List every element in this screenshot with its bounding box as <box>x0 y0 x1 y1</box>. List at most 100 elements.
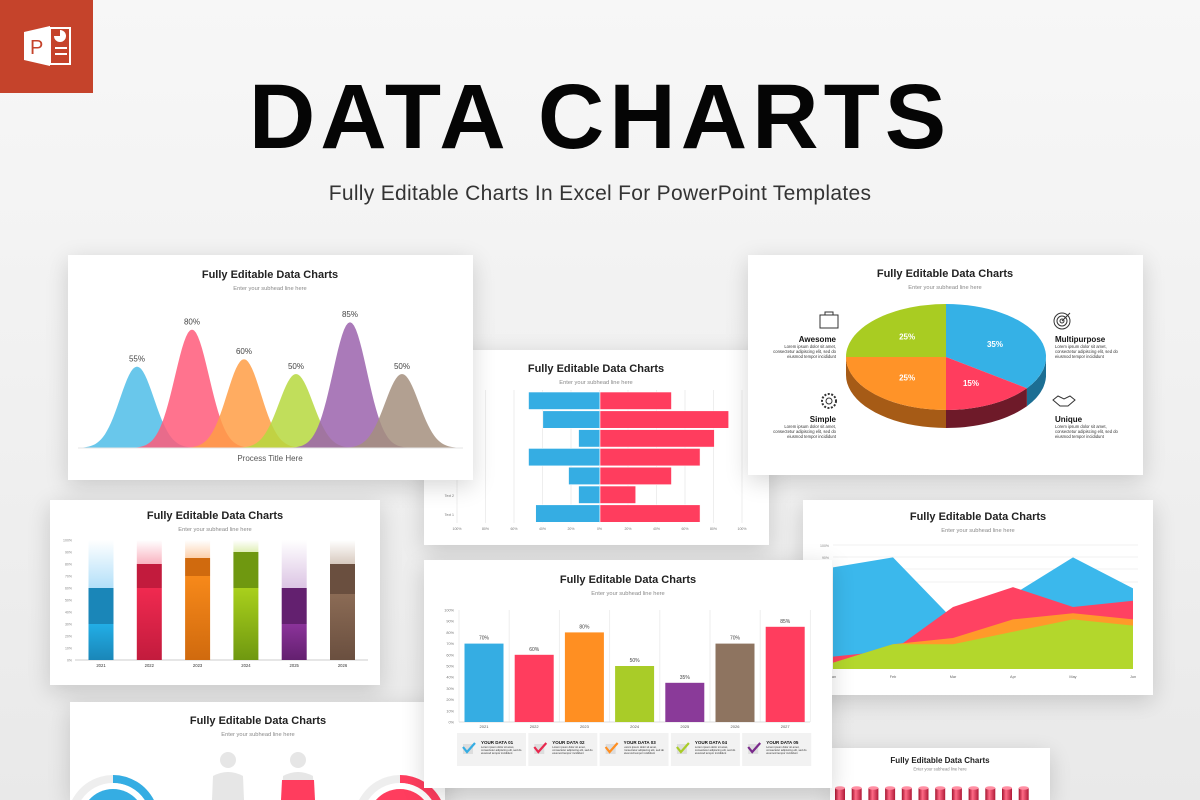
legend-text-box: Lorem ipsum dolor sit amet, consectetur … <box>552 746 592 755</box>
slide-cylinder-bar-chart[interactable]: Fully Editable Data Charts Enter your sub… <box>830 748 1050 800</box>
feature-text-box: Lorem ipsum dolor sit amet, consectetur … <box>1055 424 1118 439</box>
target-ring <box>1056 315 1068 327</box>
bar-right <box>599 391 672 410</box>
checkbox <box>748 744 759 754</box>
bar-left <box>578 485 601 504</box>
slide-area-chart[interactable]: Fully Editable Data Charts Enter your sub… <box>803 500 1153 695</box>
y-tick-label: 10% <box>446 709 454 713</box>
bar <box>765 626 805 722</box>
legend-title: YOUR DATA 04 <box>695 740 728 745</box>
x-tick-label: Jun <box>1130 675 1136 679</box>
data-label: 35% <box>680 675 691 681</box>
stack-segment <box>233 588 259 660</box>
x-tick-label: 20% <box>624 527 631 531</box>
gear-hub <box>825 397 833 405</box>
slide-butterfly-chart[interactable]: Fully Editable Data Charts Enter your sub… <box>424 350 769 545</box>
slide-stacked-bar-chart[interactable]: Fully Editable Data Charts Enter your sub… <box>50 500 380 685</box>
x-tick-label: 2023 <box>580 724 590 729</box>
legend-title: YOUR DATA 01 <box>481 740 514 745</box>
cylinder-top <box>918 786 929 790</box>
feature-text: Lorem ipsum dolor sit amet, consectetur … <box>773 344 836 360</box>
data-label: 70% <box>730 636 741 642</box>
x-tick-label: 20% <box>567 527 574 531</box>
y-tick-label: 90% <box>822 556 829 560</box>
x-tick-label: 2024 <box>630 724 640 729</box>
y-tick-label: 40% <box>446 676 454 680</box>
y-tick-label: 70% <box>65 575 72 579</box>
y-tick-label: 30% <box>65 623 72 627</box>
slide-subtitle: Enter your subhead line here <box>178 527 251 533</box>
data-label: 60% <box>529 647 540 653</box>
x-tick-label: Jan <box>830 675 836 679</box>
cylinder-top <box>935 786 946 790</box>
stack-segment <box>88 588 114 624</box>
checkbox <box>463 744 473 754</box>
x-tick-label: 100% <box>453 527 462 531</box>
donut-progress <box>400 775 441 800</box>
briefcase-shape <box>819 314 839 329</box>
y-tick-label: 60% <box>446 653 454 657</box>
bar-right <box>599 448 701 467</box>
y-tick-label: 90% <box>65 551 72 555</box>
stack-segment <box>185 558 211 576</box>
chart-canvas: Fully Editable Data Charts Enter your sub… <box>445 363 747 531</box>
data-label: 60% <box>236 347 252 356</box>
bar <box>514 654 554 722</box>
x-tick-label: Feb <box>890 675 897 679</box>
pie-slice <box>946 357 1027 410</box>
cylinder-top <box>968 786 979 790</box>
bell-curve <box>186 359 302 448</box>
y-tick-label: 50% <box>446 665 454 669</box>
stack-segment <box>330 540 355 564</box>
stack-segment <box>136 588 162 660</box>
cylinder-top <box>901 786 912 790</box>
y-tick-label: 100% <box>63 539 72 543</box>
x-tick-label: 80% <box>710 527 717 531</box>
target-icon <box>1053 312 1071 330</box>
cylinder-top <box>868 786 879 790</box>
bar-left <box>542 410 601 429</box>
stack-segment <box>136 564 162 588</box>
slide-bell-curve-chart[interactable]: Fully Editable Data Charts Enter your sub… <box>68 255 473 480</box>
fill-level <box>281 780 315 800</box>
legend-title: YOUR DATA 03 <box>624 740 657 745</box>
chart-canvas: Fully Editable Data Charts Enter your sub… <box>78 269 463 463</box>
slide-column-chart[interactable]: Fully Editable Data Charts Enter your sub… <box>424 560 832 788</box>
y-tick-label: 100% <box>444 609 454 613</box>
chart-canvas: Fully Editable Data Charts Enter your sub… <box>444 574 812 766</box>
slide-3d-pie-chart[interactable]: Fully Editable Data Charts Enter your sub… <box>748 255 1143 475</box>
bar-right <box>599 410 729 429</box>
slide-subtitle: Enter your subhead line here <box>221 732 294 738</box>
pie-slice <box>846 357 946 410</box>
bar <box>564 632 604 722</box>
stack-segment <box>88 540 114 588</box>
stack-segment <box>281 624 307 660</box>
legend-title: YOUR DATA 02 <box>552 740 585 745</box>
legend-text: Lorem ipsum dolor sit amet, consectetur … <box>623 746 664 756</box>
chart-canvas: Fully Editable Data Charts Enter your sub… <box>773 268 1118 439</box>
slide-people-donut-chart[interactable]: Fully Editable Data Charts Enter your sub… <box>70 702 445 800</box>
x-tick-label: 60% <box>681 527 688 531</box>
x-tick-label: 2025 <box>680 724 690 729</box>
target-ring <box>1059 318 1065 324</box>
data-label: 80% <box>184 318 200 327</box>
data-label: 70% <box>479 636 490 642</box>
x-tick-label: 2022 <box>530 724 540 729</box>
y-tick-label: 0% <box>67 659 72 663</box>
y-tick-label: 20% <box>446 698 454 702</box>
powerpoint-logo-icon: P <box>0 0 93 93</box>
y-tick-label: 90% <box>446 620 454 624</box>
feature-title: Simple <box>810 415 837 424</box>
stack-segment <box>136 540 162 564</box>
legend-text-box: Lorem ipsum dolor sit amet, consectetur … <box>481 746 521 755</box>
slide-subtitle: Enter your subhead line here <box>913 767 967 772</box>
y-tick-label: 80% <box>446 631 454 635</box>
x-tick-label: 2025 <box>290 663 300 668</box>
cylinder-bar <box>1018 788 1029 800</box>
woman-silhouette-icon <box>212 752 244 800</box>
cylinder-bar <box>851 788 862 800</box>
gear-teeth <box>821 393 837 409</box>
cylinder-top <box>1002 786 1012 790</box>
y-tick-label: 70% <box>446 642 454 646</box>
cylinder-bar <box>935 788 946 800</box>
